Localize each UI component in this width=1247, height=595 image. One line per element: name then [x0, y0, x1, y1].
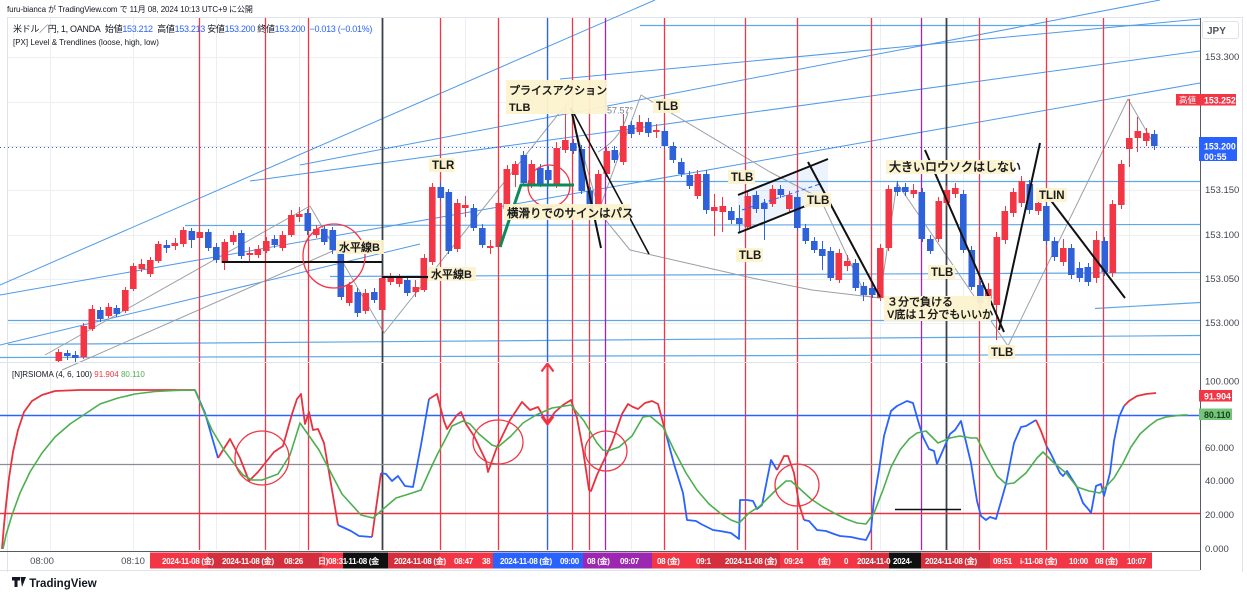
svg-text:153.252: 153.252	[1204, 96, 1236, 106]
svg-text:TLB: TLB	[931, 267, 953, 279]
svg-text:57.57°: 57.57°	[607, 106, 634, 116]
svg-text:JPY: JPY	[1207, 26, 1226, 37]
svg-text:100.000: 100.000	[1205, 377, 1239, 388]
svg-text:-11-08 (金: -11-08 (金	[346, 556, 380, 566]
svg-text:2024-11-08 (金): 2024-11-08 (金)	[925, 556, 977, 566]
svg-text:水平線B: 水平線B	[339, 240, 380, 254]
svg-text:TLB: TLB	[731, 172, 753, 184]
svg-text:153.300: 153.300	[1205, 52, 1239, 63]
svg-text:80.110: 80.110	[1204, 410, 1231, 420]
svg-text:TLR: TLR	[432, 160, 455, 172]
svg-text:プライスアクション: プライスアクション	[509, 83, 607, 97]
svg-text:153.200: 153.200	[1204, 142, 1236, 152]
svg-text:40.000: 40.000	[1205, 476, 1234, 487]
svg-text:(金): (金)	[818, 556, 831, 566]
svg-text:91.904: 91.904	[1204, 392, 1231, 402]
svg-text:153.000: 153.000	[1205, 318, 1239, 329]
svg-text:153.050: 153.050	[1205, 274, 1239, 285]
svg-text:09:51: 09:51	[993, 557, 1013, 566]
svg-text:TLB: TLB	[807, 195, 829, 207]
svg-text:水平線B: 水平線B	[431, 267, 472, 281]
svg-text:2024-11-08 (金): 2024-11-08 (金)	[162, 556, 214, 566]
svg-text:2024-: 2024-	[893, 557, 913, 566]
svg-text:38: 38	[482, 557, 491, 566]
svg-text:V底は１分でもいいか: V底は１分でもいいか	[887, 307, 993, 321]
svg-text:00:55: 00:55	[1204, 152, 1227, 162]
svg-text:TLB: TLB	[991, 347, 1013, 359]
svg-text:153.100: 153.100	[1205, 230, 1239, 241]
svg-text:10:00: 10:00	[1069, 557, 1089, 566]
svg-text:TLIN: TLIN	[1039, 190, 1065, 202]
svg-text:３分で負ける: ３分で負ける	[887, 295, 953, 309]
svg-text:2024-11-08 (金): 2024-11-08 (金)	[500, 556, 552, 566]
svg-text:横滑りでのサインはパス: 横滑りでのサインはパス	[507, 206, 634, 220]
svg-text:08:00: 08:00	[30, 556, 54, 567]
svg-text:2024-11-08 (金): 2024-11-08 (金)	[222, 556, 274, 566]
svg-text:08:47: 08:47	[454, 557, 474, 566]
svg-text:09:00: 09:00	[560, 557, 580, 566]
svg-text:20.000: 20.000	[1205, 510, 1234, 521]
svg-text:TLB: TLB	[739, 250, 761, 262]
svg-text:08:10: 08:10	[121, 556, 145, 567]
svg-text:09:24: 09:24	[784, 557, 804, 566]
svg-text:153.150: 153.150	[1205, 185, 1239, 196]
svg-text:2024-11-08 (金): 2024-11-08 (金)	[394, 556, 446, 566]
svg-text:08 (金): 08 (金)	[587, 556, 610, 566]
svg-text:10:07: 10:07	[1127, 557, 1147, 566]
svg-text:2024-11-08 (金): 2024-11-08 (金)	[725, 556, 777, 566]
svg-text:08:26: 08:26	[284, 557, 304, 566]
svg-text:大きいロウソクはしない: 大きいロウソクはしない	[889, 159, 1021, 174]
svg-text:09:07: 09:07	[620, 557, 640, 566]
svg-text:日): 日)	[318, 557, 329, 566]
svg-text:高値: 高値	[1179, 95, 1197, 105]
svg-text:08 (金): 08 (金)	[657, 556, 680, 566]
svg-text:0.000: 0.000	[1205, 544, 1229, 555]
svg-text:TLB: TLB	[509, 102, 530, 114]
svg-text:i-11-08 (金): i-11-08 (金)	[1020, 556, 1058, 566]
svg-text:08:31: 08:31	[328, 557, 348, 566]
svg-text:08 (金): 08 (金)	[1095, 556, 1118, 566]
svg-text:TLB: TLB	[656, 101, 678, 113]
svg-text:2024-11-0: 2024-11-0	[857, 557, 891, 566]
svg-text:60.000: 60.000	[1205, 443, 1234, 454]
svg-text:09:1: 09:1	[696, 557, 712, 566]
svg-text:0: 0	[844, 557, 849, 566]
